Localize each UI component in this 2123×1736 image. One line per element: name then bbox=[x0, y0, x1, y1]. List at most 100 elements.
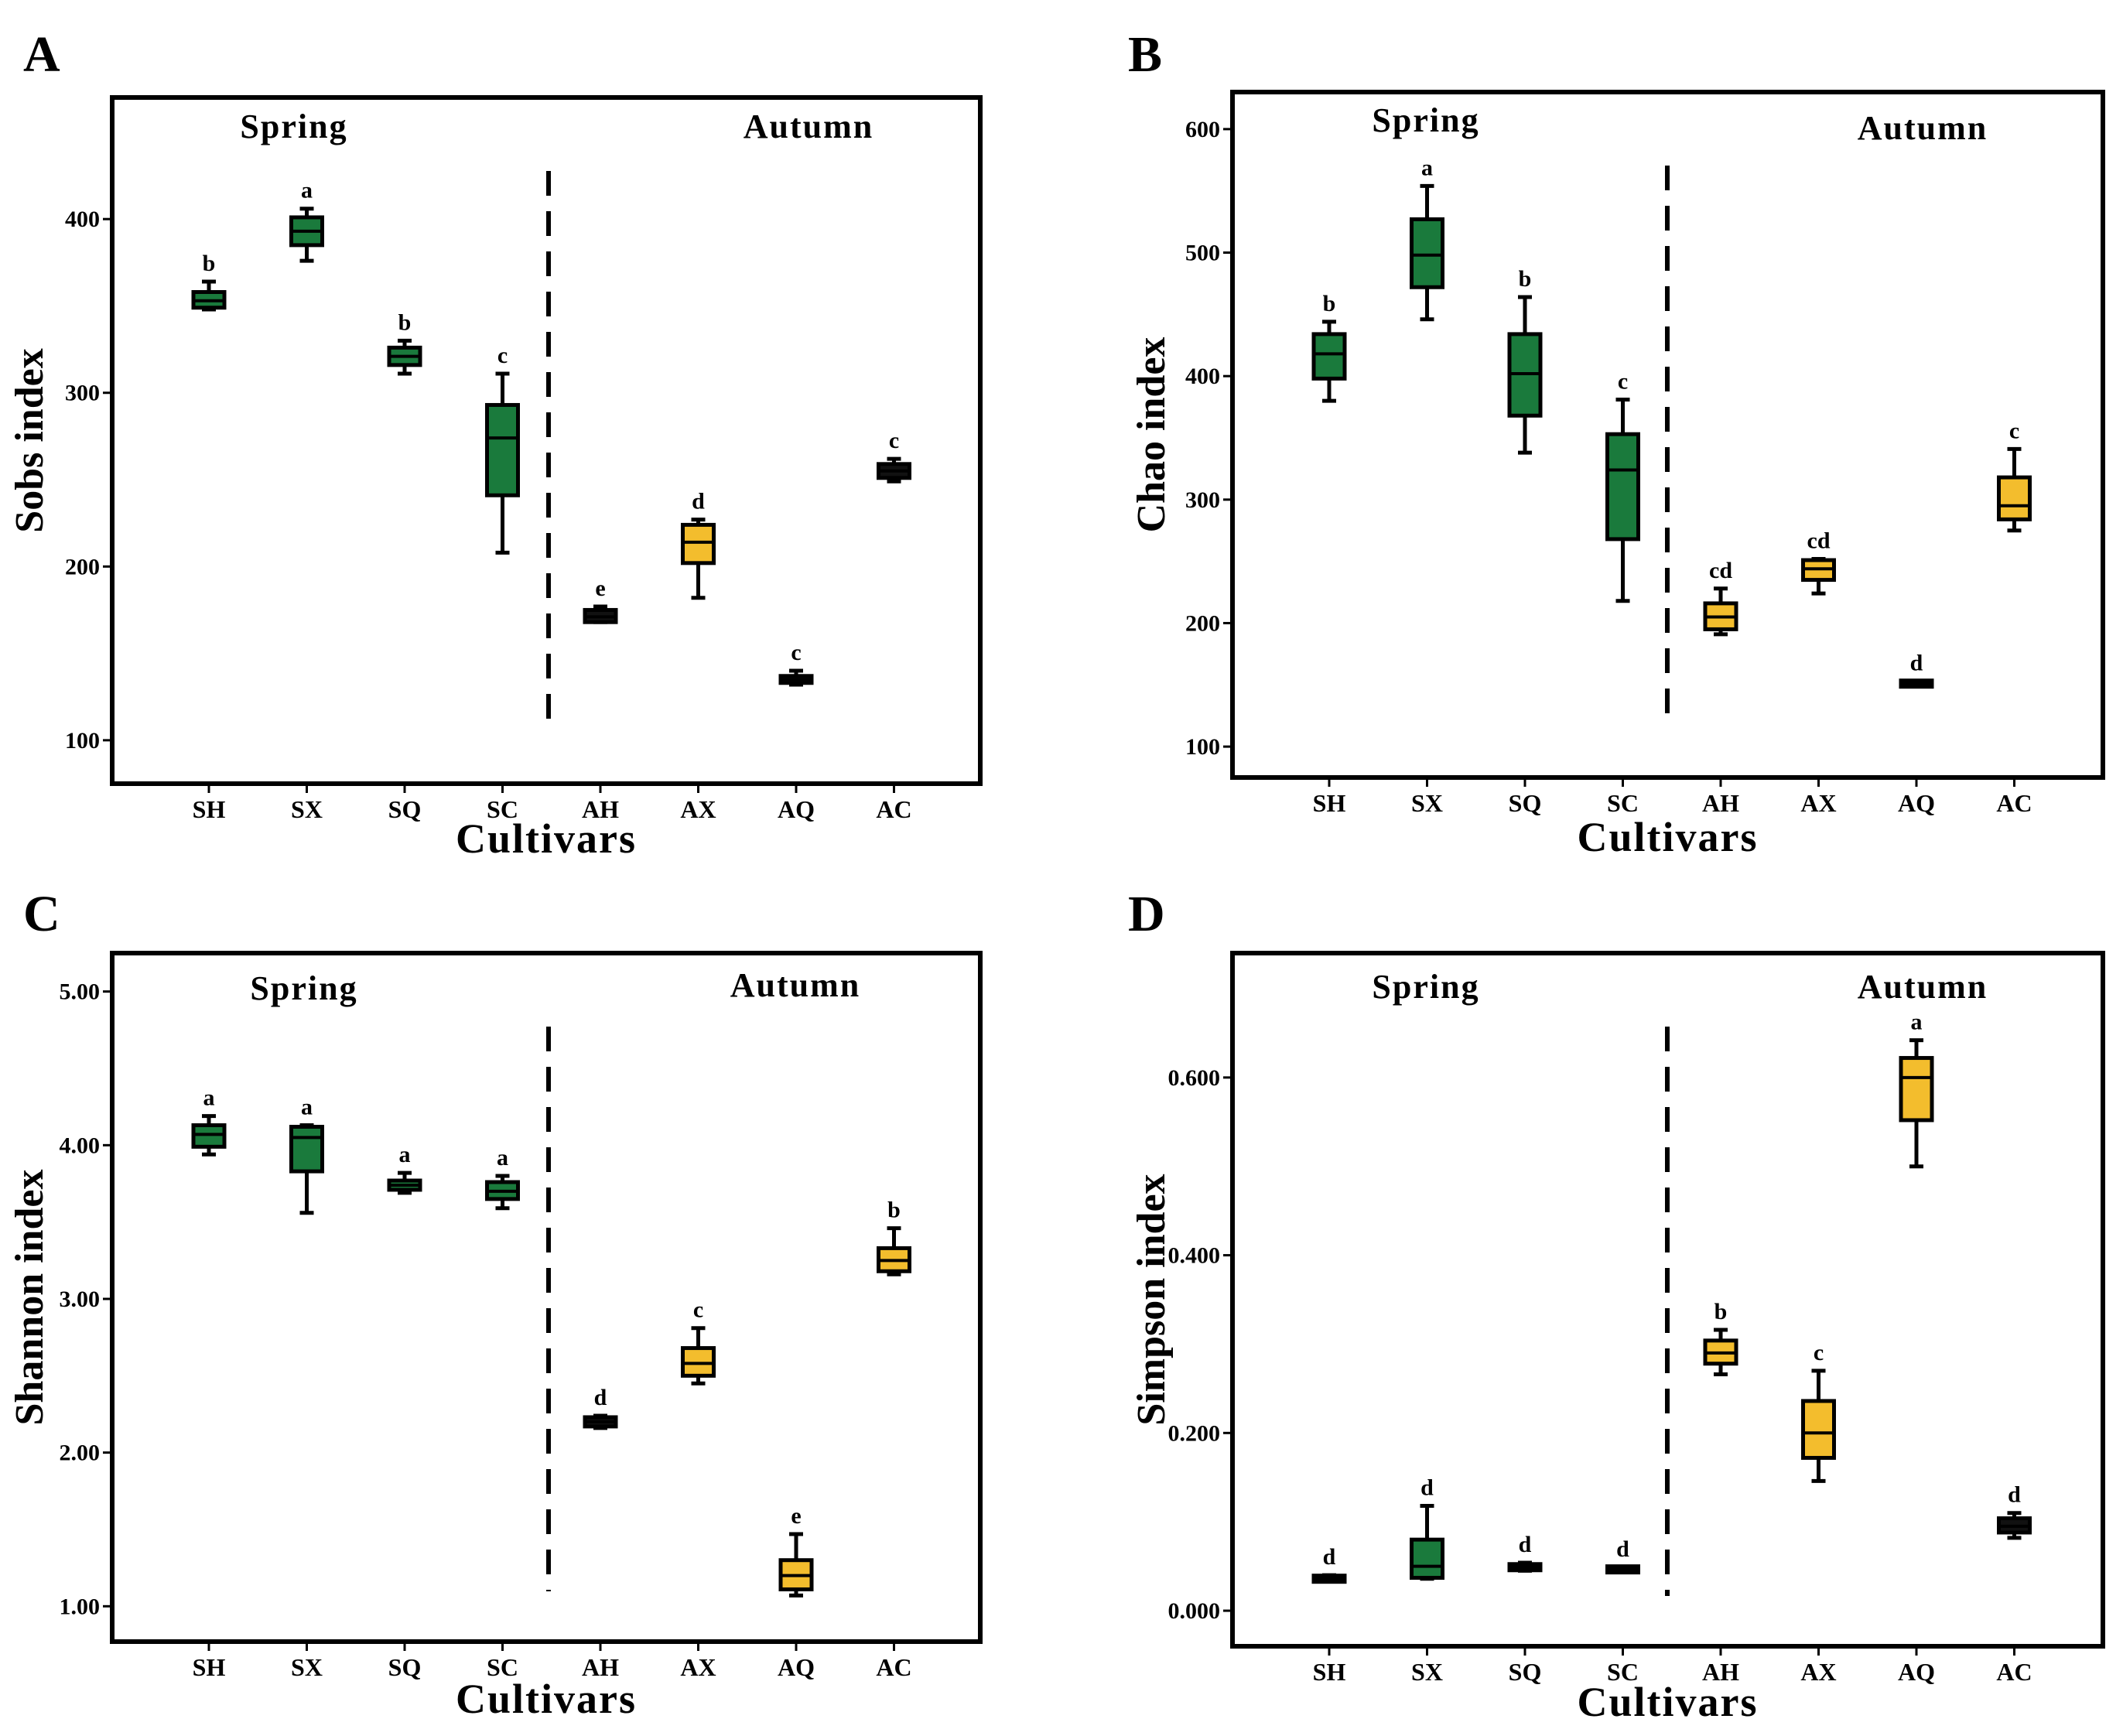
y-tick-label: 100 bbox=[1185, 734, 1220, 760]
y-tick-label: 400 bbox=[65, 207, 100, 232]
panel-letter: A bbox=[23, 26, 60, 83]
x-tick-label-ah: AH bbox=[1702, 789, 1739, 817]
box-ax: d bbox=[681, 489, 716, 600]
significance-letter: d bbox=[1323, 1544, 1336, 1570]
y-tick-label: 200 bbox=[65, 554, 100, 579]
box-body bbox=[1410, 1537, 1444, 1581]
significance-letter: a bbox=[497, 1145, 508, 1170]
y-tick-label: 400 bbox=[1185, 364, 1220, 389]
box-ac: b bbox=[877, 1198, 911, 1276]
box-sc: c bbox=[1605, 369, 1640, 603]
y-tick-label: 5.00 bbox=[60, 979, 101, 1005]
box-sq: b bbox=[1507, 266, 1543, 455]
significance-letter: c bbox=[1814, 1340, 1824, 1365]
plot-frame bbox=[110, 95, 983, 786]
y-tick-label: 0.600 bbox=[1168, 1065, 1221, 1091]
box-body bbox=[1899, 1056, 1934, 1123]
season-label-spring: Spring bbox=[250, 969, 357, 1007]
significance-letter: b bbox=[887, 1198, 901, 1223]
season-label-spring: Spring bbox=[1372, 101, 1479, 139]
box-body bbox=[681, 522, 716, 566]
box-sx: d bbox=[1410, 1475, 1444, 1581]
significance-letter: c bbox=[693, 1297, 703, 1323]
x-tick-label-sx: SX bbox=[1411, 1658, 1443, 1686]
x-tick-label-ah: AH bbox=[582, 1653, 619, 1681]
box-ah: b bbox=[1703, 1299, 1738, 1376]
season-label-autumn: Autumn bbox=[730, 966, 861, 1004]
box-ax: c bbox=[681, 1297, 716, 1386]
x-tick-label-sc: SC bbox=[1607, 789, 1639, 817]
box-sc: a bbox=[485, 1145, 520, 1211]
x-tick-label-ax: AX bbox=[680, 795, 716, 823]
significance-letter: c bbox=[791, 640, 801, 665]
significance-letter: a bbox=[301, 178, 313, 203]
y-tick-label: 600 bbox=[1185, 117, 1220, 142]
box-body bbox=[1311, 332, 1347, 381]
plot-frame bbox=[1230, 90, 2105, 780]
x-axis-label: Cultivars bbox=[456, 815, 637, 862]
significance-letter: c bbox=[497, 343, 508, 368]
y-tick-label: 300 bbox=[65, 381, 100, 406]
x-tick-label-sc: SC bbox=[487, 1653, 518, 1681]
y-tick-label: 0.400 bbox=[1168, 1243, 1221, 1269]
significance-letter: e bbox=[791, 1503, 801, 1529]
significance-letter: cd bbox=[1709, 558, 1732, 583]
box-sq: d bbox=[1507, 1532, 1543, 1573]
box-sq: a bbox=[387, 1142, 422, 1195]
x-tick-label-sc: SC bbox=[1607, 1658, 1639, 1686]
x-tick-label-ax: AX bbox=[680, 1653, 716, 1681]
y-axis-label: Shannon index bbox=[8, 1170, 52, 1426]
x-tick-label-ax: AX bbox=[1800, 1658, 1836, 1686]
y-tick-label: 200 bbox=[1185, 610, 1220, 636]
significance-letter: a bbox=[203, 1085, 215, 1111]
significance-letter: a bbox=[1421, 155, 1433, 180]
panel-a: A Spring Autumn 100 200 300 400 Sobs index Culti… bbox=[8, 26, 983, 862]
significance-letter: c bbox=[1618, 369, 1628, 395]
x-tick-label-sx: SX bbox=[1411, 789, 1443, 817]
y-axis-label: Sobs index bbox=[8, 348, 52, 532]
x-tick-label-sh: SH bbox=[193, 795, 226, 823]
box-body bbox=[1801, 1399, 1836, 1460]
significance-letter: d bbox=[1616, 1536, 1629, 1562]
season-label-spring: Spring bbox=[1372, 968, 1479, 1006]
box-body bbox=[1410, 217, 1444, 289]
box-body bbox=[1997, 475, 2032, 521]
box-sx: a bbox=[289, 178, 324, 263]
x-tick-label-sq: SQ bbox=[388, 795, 422, 823]
y-tick-label: 0.200 bbox=[1168, 1420, 1221, 1446]
significance-letter: e bbox=[595, 576, 605, 601]
y-tick-label: 1.00 bbox=[60, 1594, 101, 1619]
significance-letter: d bbox=[692, 489, 705, 514]
box-aq: c bbox=[778, 640, 814, 687]
significance-letter: d bbox=[1519, 1532, 1532, 1557]
panel-letter: D bbox=[1128, 886, 1165, 942]
x-tick-label-ac: AC bbox=[1996, 1658, 2032, 1686]
box-body bbox=[1605, 432, 1640, 542]
significance-letter: c bbox=[889, 428, 899, 453]
significance-letter: d bbox=[1420, 1475, 1434, 1501]
significance-letter: b bbox=[1519, 266, 1532, 292]
x-tick-label-aq: AQ bbox=[1898, 1658, 1935, 1686]
significance-letter: d bbox=[1910, 650, 1923, 675]
x-tick-label-ac: AC bbox=[876, 1653, 911, 1681]
x-tick-label-sq: SQ bbox=[1509, 789, 1542, 817]
plot-frame bbox=[1230, 951, 2105, 1649]
box-body bbox=[485, 402, 520, 497]
significance-letter: a bbox=[1911, 1010, 1923, 1035]
box-ac: c bbox=[1997, 418, 2032, 533]
box-ah: d bbox=[583, 1385, 618, 1430]
x-tick-label-aq: AQ bbox=[778, 795, 815, 823]
x-axis-label: Cultivars bbox=[1578, 814, 1759, 860]
box-sc: d bbox=[1605, 1536, 1640, 1575]
x-tick-label-sx: SX bbox=[291, 1653, 323, 1681]
y-tick-label: 0.000 bbox=[1168, 1598, 1221, 1624]
season-label-autumn: Autumn bbox=[1858, 968, 1988, 1006]
x-tick-label-ax: AX bbox=[1800, 789, 1836, 817]
x-tick-label-sh: SH bbox=[1313, 789, 1346, 817]
x-axis-label: Cultivars bbox=[1578, 1679, 1759, 1725]
x-tick-label-ac: AC bbox=[1996, 789, 2032, 817]
y-axis-label: Chao index bbox=[1130, 337, 1174, 533]
panel-d: D Spring Autumn 0.000 0.200 0.400 0.600 Simpson… bbox=[1128, 886, 2105, 1725]
box-ax: c bbox=[1801, 1340, 1836, 1483]
